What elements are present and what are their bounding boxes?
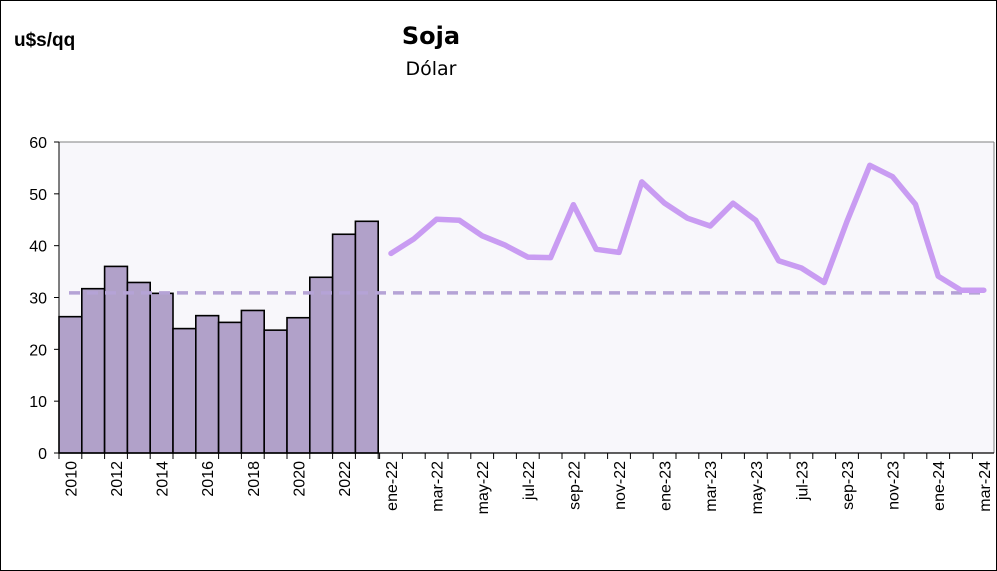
x-tick-label-ene-23: ene-23 bbox=[658, 461, 675, 511]
y-tick-label: 20 bbox=[29, 342, 47, 359]
x-tick-label-2012: 2012 bbox=[109, 461, 126, 497]
y-tick-label: 0 bbox=[38, 446, 47, 463]
x-tick-label-mar-23: mar-23 bbox=[703, 461, 720, 512]
bar-2018 bbox=[240, 309, 265, 454]
x-tick-label-jul-23: jul-23 bbox=[794, 461, 811, 501]
y-tick-label: 40 bbox=[29, 239, 47, 256]
x-tick-label-ene-22: ene-22 bbox=[384, 461, 401, 511]
x-tick-label-2014: 2014 bbox=[155, 461, 172, 497]
bar-2019 bbox=[263, 329, 288, 454]
bar-2015 bbox=[172, 327, 197, 454]
y-tick-label: 60 bbox=[29, 135, 47, 152]
bar-2017 bbox=[217, 321, 243, 454]
x-tick-label-mar-22: mar-22 bbox=[430, 461, 447, 512]
x-tick-label-ene-24: ene-24 bbox=[931, 461, 948, 511]
bar-2016 bbox=[195, 314, 220, 454]
x-tick-label-2022: 2022 bbox=[337, 461, 354, 497]
bar-2013 bbox=[126, 281, 152, 454]
x-tick-label-2016: 2016 bbox=[200, 461, 217, 497]
bar-2010 bbox=[58, 315, 83, 454]
bar-2022 bbox=[331, 233, 357, 454]
x-tick-label-2018: 2018 bbox=[246, 461, 263, 497]
x-tick-label-mar-24: mar-24 bbox=[977, 461, 994, 512]
bar-2021 bbox=[308, 276, 334, 454]
bar-2011 bbox=[81, 287, 106, 454]
y-unit-label: u$s/qq bbox=[14, 30, 76, 51]
x-tick-label-sep-22: sep-22 bbox=[566, 461, 583, 510]
y-tick-label: 50 bbox=[29, 187, 47, 204]
x-tick-label-nov-23: nov-23 bbox=[886, 461, 903, 510]
chart-title: Soja bbox=[401, 22, 461, 50]
y-tick-label: 30 bbox=[29, 291, 47, 308]
bar-2014 bbox=[149, 292, 174, 454]
x-tick-label-2010: 2010 bbox=[63, 461, 80, 497]
bar-2020 bbox=[286, 316, 311, 454]
bar-2023 bbox=[354, 220, 379, 454]
chart-subtitle: Dólar bbox=[405, 58, 457, 80]
x-tick-label-2020: 2020 bbox=[291, 461, 308, 497]
x-tick-label-may-22: may-22 bbox=[475, 461, 492, 514]
x-tick-label-nov-22: nov-22 bbox=[612, 461, 629, 510]
x-tick-label-sep-23: sep-23 bbox=[840, 461, 857, 510]
x-tick-label-jul-22: jul-22 bbox=[521, 461, 538, 501]
x-tick-label-may-23: may-23 bbox=[749, 461, 766, 514]
y-tick-label: 10 bbox=[29, 394, 47, 411]
